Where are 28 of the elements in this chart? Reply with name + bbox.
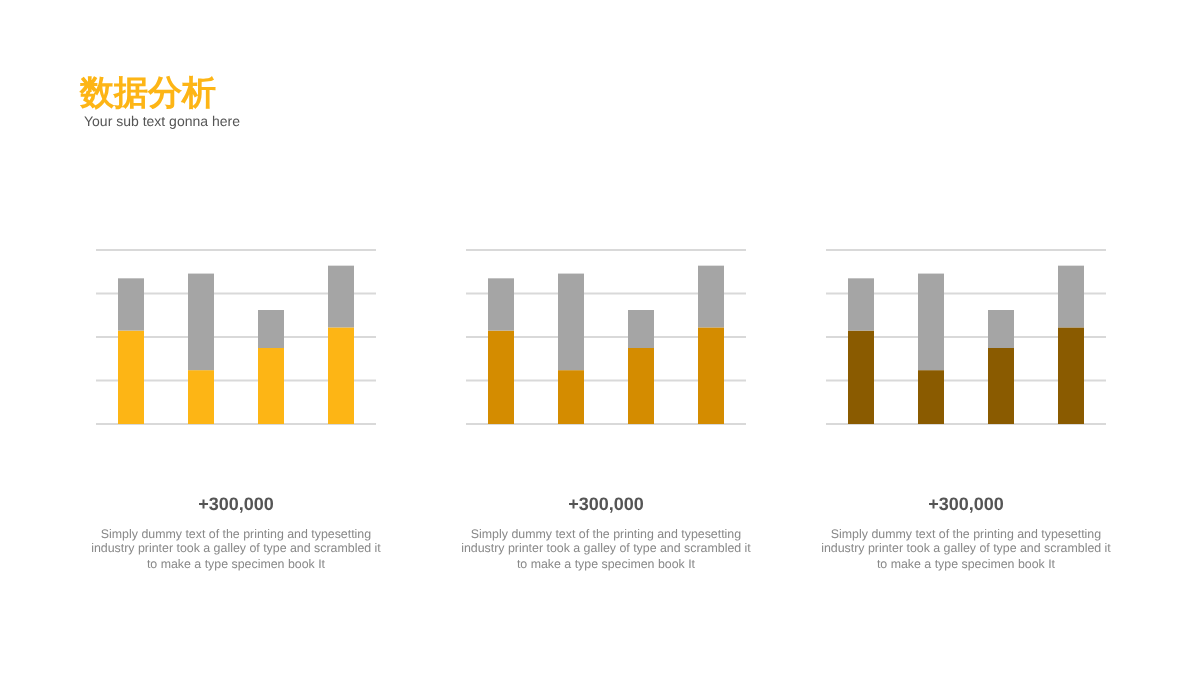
chart-title: 数据分析 <box>80 72 216 115</box>
bar <box>1058 265 1084 328</box>
bar <box>848 278 874 331</box>
bar <box>988 310 1014 348</box>
bar <box>488 278 514 331</box>
bar <box>918 370 944 424</box>
text: +300,000 <box>196 494 276 514</box>
bar <box>918 273 944 371</box>
bar <box>188 370 214 424</box>
bar <box>328 327 354 424</box>
bar <box>848 330 874 424</box>
text: +300,000 <box>926 494 1006 514</box>
bar <box>698 265 724 328</box>
bar <box>558 370 584 424</box>
bar <box>328 265 354 328</box>
bar <box>628 310 654 348</box>
bar <box>118 330 144 424</box>
bar <box>258 348 284 424</box>
bar <box>258 310 284 348</box>
bar <box>488 330 514 424</box>
bar <box>628 348 654 424</box>
bar <box>118 278 144 331</box>
bar <box>188 273 214 371</box>
text: +300,000 <box>566 494 646 514</box>
bar <box>698 327 724 424</box>
bar <box>558 273 584 371</box>
bar <box>988 348 1014 424</box>
bar <box>1058 327 1084 424</box>
